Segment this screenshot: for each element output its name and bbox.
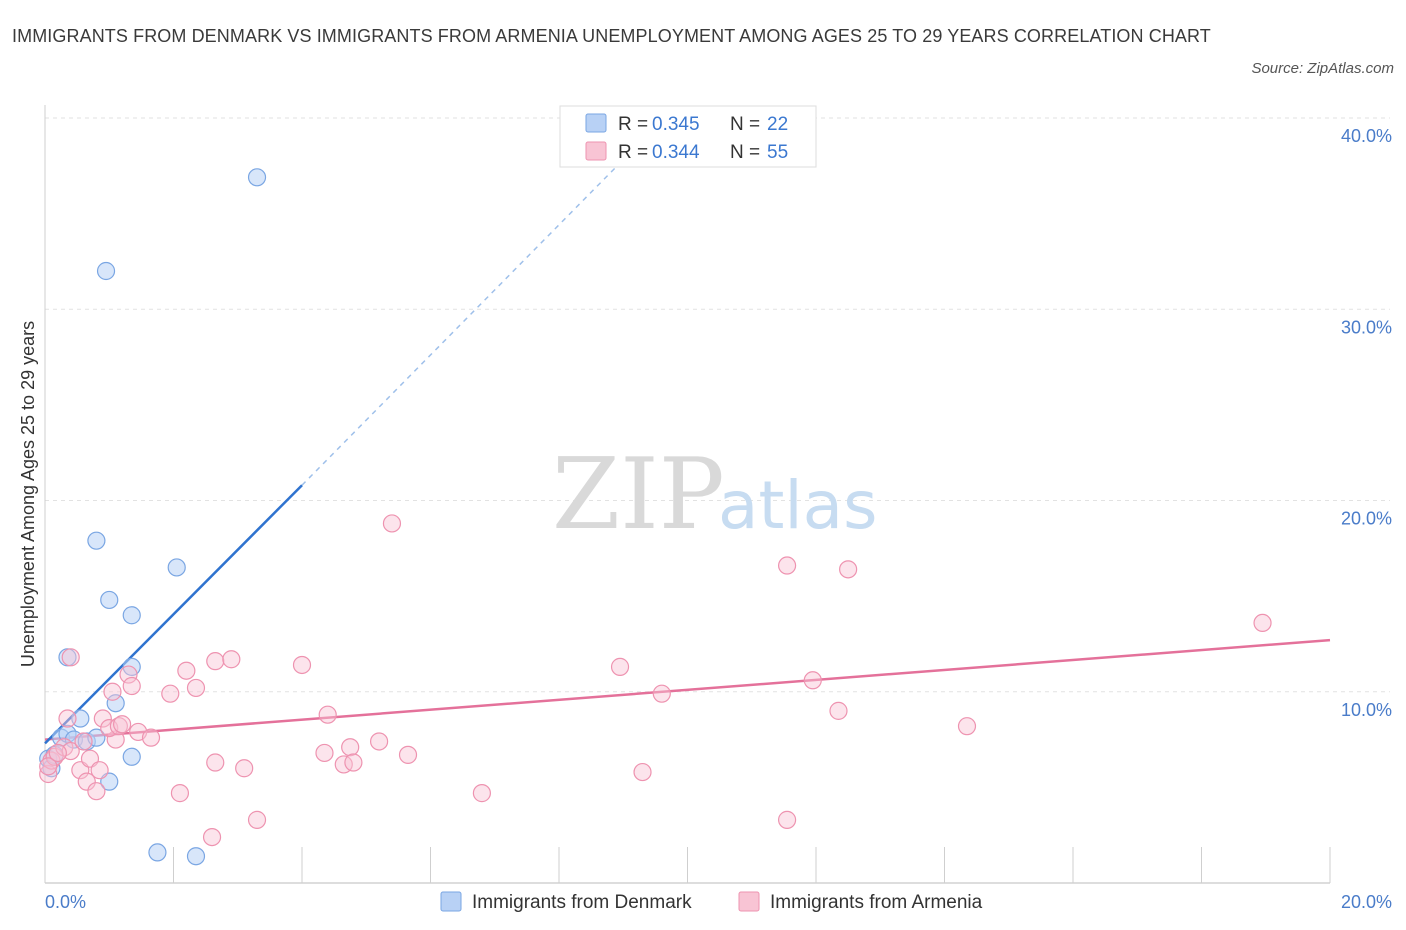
source-label: Source: ZipAtlas.com <box>1251 60 1394 77</box>
denmark-point <box>100 590 119 610</box>
armenia-point <box>87 782 106 801</box>
armenia-point <box>177 661 196 680</box>
y-tick-label: 20.0% <box>1341 509 1392 529</box>
bottom-legend-label-denmark: Immigrants from Denmark <box>472 892 692 913</box>
armenia-point <box>39 757 58 776</box>
armenia-point <box>202 827 222 847</box>
denmark-point <box>87 531 106 550</box>
denmark-point <box>122 606 141 625</box>
denmark-point <box>167 558 186 577</box>
armenia-point <box>103 682 122 701</box>
armenia-point <box>472 784 491 803</box>
axes <box>44 105 1331 884</box>
armenia-point <box>186 678 206 698</box>
armenia-point <box>839 560 858 579</box>
trend-line-denmark <box>44 484 303 745</box>
y-tick-label: 40.0% <box>1341 126 1392 146</box>
armenia-point <box>1253 613 1272 633</box>
legend-r-label-denmark: R = <box>618 114 648 135</box>
armenia-point <box>341 738 360 757</box>
gridlines <box>45 117 1390 693</box>
armenia-point <box>170 784 190 803</box>
armenia-point <box>777 556 797 575</box>
armenia-point <box>318 705 337 724</box>
armenia-point <box>48 743 67 763</box>
trend-line-denmark-projection <box>301 146 637 486</box>
y-tick-label: 10.0% <box>1341 700 1392 720</box>
x-tick-label: 0.0% <box>45 892 86 912</box>
armenia-point <box>39 764 58 784</box>
y-axis-label: Unemployment Among Ages 25 to 29 years <box>18 321 38 667</box>
armenia-point <box>633 762 652 782</box>
y-tick-label: 30.0% <box>1341 317 1392 337</box>
bottom-legend-swatch-denmark <box>440 891 462 912</box>
denmark-point <box>186 847 206 866</box>
armenia-point <box>61 648 80 667</box>
armenia-point <box>141 728 161 747</box>
armenia-point <box>829 701 848 720</box>
armenia-point <box>957 717 977 736</box>
top-legend: R = 0.345 N = 22 R = 0.344 N = 55 <box>559 105 817 168</box>
armenia-point <box>382 514 402 533</box>
armenia-point <box>315 743 334 763</box>
denmark-point <box>122 747 141 766</box>
chart-title: IMMIGRANTS FROM DENMARK VS IMMIGRANTS FR… <box>12 26 1211 46</box>
armenia-point <box>109 717 128 736</box>
legend-n-value-denmark: 22 <box>767 114 788 135</box>
armenia-point <box>106 730 125 749</box>
trend-lines <box>44 146 1331 745</box>
denmark-point <box>106 694 125 713</box>
trend-line-armenia <box>44 638 1331 741</box>
watermark-zip: ZIP <box>552 438 725 552</box>
armenia-point <box>803 671 822 690</box>
denmark-point <box>148 843 167 862</box>
armenia-point <box>398 745 418 764</box>
armenia-point <box>58 709 77 728</box>
armenia-point <box>112 715 132 734</box>
bottom-legend-swatch-armenia <box>738 891 760 912</box>
legend-r-value-denmark: 0.345 <box>652 114 700 135</box>
armenia-point <box>652 684 671 703</box>
armenia-point <box>206 753 225 772</box>
armenia-point <box>292 655 312 675</box>
legend-swatch-armenia <box>585 141 607 161</box>
x-tick-label: 20.0% <box>1341 892 1392 912</box>
watermark: ZIP atlas <box>552 438 878 552</box>
tick-labels: 10.0% 20.0% 30.0% 40.0% 0.0% 20.0% <box>45 126 1392 912</box>
legend-r-value-armenia: 0.344 <box>652 142 700 163</box>
armenia-point <box>77 772 96 791</box>
armenia-point <box>161 684 180 703</box>
armenia-point <box>235 759 254 778</box>
bottom-legend-label-armenia: Immigrants from Armenia <box>770 892 983 913</box>
watermark-atlas: atlas <box>718 467 878 544</box>
armenia-point <box>119 665 138 684</box>
armenia-points <box>39 514 1272 847</box>
legend-n-label-armenia: N = <box>730 142 760 163</box>
legend-n-value-armenia: 55 <box>767 142 788 163</box>
armenia-point <box>206 652 225 671</box>
denmark-point <box>247 168 267 187</box>
armenia-point <box>222 650 241 669</box>
legend-swatch-denmark <box>585 113 607 133</box>
armenia-point <box>247 810 267 829</box>
armenia-point <box>777 810 797 829</box>
armenia-point <box>90 761 109 780</box>
denmark-point <box>96 261 116 281</box>
armenia-point <box>74 732 93 751</box>
denmark-point <box>71 709 90 728</box>
legend-r-label-armenia: R = <box>618 142 648 163</box>
denmark-points <box>39 168 267 866</box>
armenia-point <box>370 732 389 751</box>
armenia-point <box>93 709 112 728</box>
armenia-point <box>610 657 630 676</box>
armenia-point <box>344 753 363 772</box>
legend-n-label-denmark: N = <box>730 114 760 135</box>
armenia-point <box>122 676 141 696</box>
bottom-legend: Immigrants from Denmark Immigrants from … <box>440 891 983 913</box>
